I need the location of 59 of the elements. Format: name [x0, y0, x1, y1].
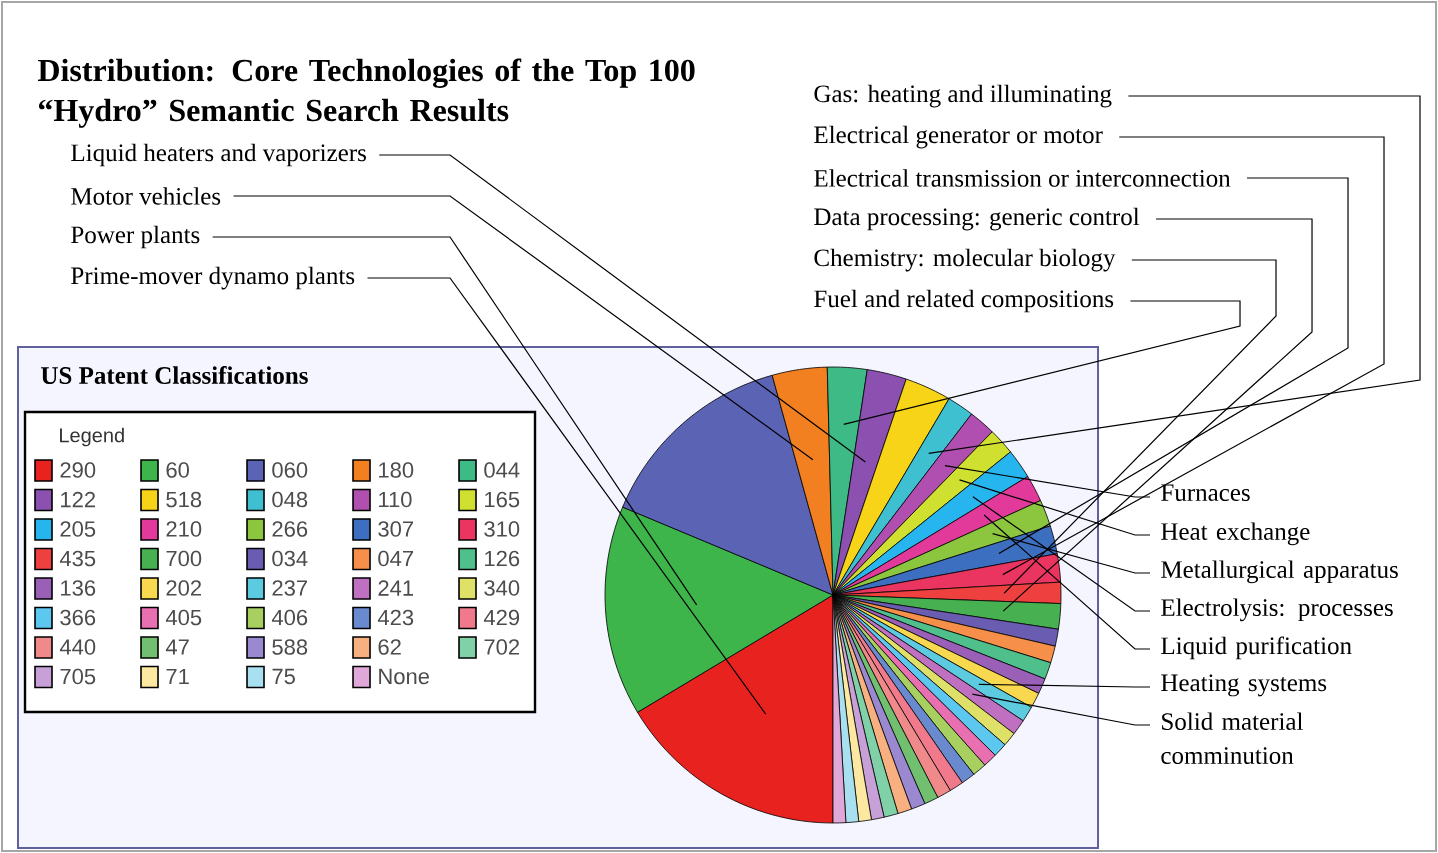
chart-title: Distribution: Core Technologies of the Top 100 “Hydro” Semantic Search Results	[37, 58, 695, 128]
text: Metallurgical apparatus	[1161, 560, 1398, 584]
legend-label: 406	[271, 609, 308, 626]
legend-label: 340	[484, 580, 520, 596]
text: Liquid purification	[1161, 636, 1352, 660]
legend-label: 435	[59, 550, 96, 567]
text: Solid material comminution	[1161, 712, 1303, 765]
legend-label: 122	[61, 491, 96, 508]
text: Data processing: generic control	[814, 207, 1140, 231]
legend-title: Legend	[60, 427, 124, 447]
legend-label: 71	[166, 668, 189, 685]
legend-label: 62	[378, 639, 401, 655]
text: Motor vehicles	[71, 187, 221, 205]
legend-label: 47	[165, 639, 189, 655]
text: Electrical generator or motor	[814, 125, 1103, 149]
legend-label: 048	[272, 491, 308, 508]
legend-label: 202	[166, 580, 202, 596]
legend-label: 205	[60, 521, 96, 537]
legend-label: 307	[378, 521, 414, 537]
legend-label: 702	[484, 639, 520, 655]
legend-label: 700	[166, 550, 202, 567]
text: Gas: heating and illuminating	[814, 84, 1112, 108]
text: Chemistry: molecular biology	[814, 248, 1116, 272]
legend-label: 705	[60, 668, 96, 685]
legend-label: 60	[166, 462, 189, 478]
legend-label: 180	[379, 462, 414, 478]
text: Heating systems	[1161, 674, 1327, 697]
text: Prime-mover dynamo plants	[71, 266, 355, 290]
text: Heat exchange	[1161, 522, 1310, 546]
legend-label: 110	[379, 491, 412, 508]
chart-subtitle: US Patent Classifications	[41, 366, 308, 384]
legend-label: 290	[60, 462, 96, 478]
legend-label: 366	[60, 609, 96, 626]
legend-label: 588	[272, 639, 308, 655]
legend-label: 440	[59, 639, 96, 655]
legend-label: 126	[485, 550, 520, 567]
text: Furnaces	[1161, 484, 1250, 502]
legend-label: 518	[166, 491, 202, 508]
legend-label: 044	[484, 462, 520, 478]
text: Liquid heaters and vaporizers	[71, 143, 366, 167]
legend-label: 241	[378, 580, 414, 596]
legend-label: 75	[272, 668, 295, 685]
text: Electrolysis: processes	[1161, 598, 1393, 622]
legend-label: 310	[484, 521, 520, 537]
legend-label: 060	[272, 462, 308, 478]
legend-label: 210	[166, 521, 202, 537]
legend-label: 237	[272, 580, 308, 596]
text: Power plants	[71, 225, 200, 249]
legend-label: 034	[272, 550, 308, 567]
legend-label: 423	[377, 609, 414, 626]
text: Electrical transmission or interconnection	[814, 169, 1231, 187]
legend-label: 165	[485, 491, 520, 508]
legend-label: 429	[483, 609, 520, 626]
text: Fuel and related compositions	[814, 289, 1114, 313]
legend-label: 047	[378, 550, 414, 567]
legend-label: 266	[272, 521, 308, 537]
legend-label: 136	[61, 580, 96, 596]
legend-label: None	[379, 668, 430, 685]
legend-label: 405	[165, 609, 202, 626]
